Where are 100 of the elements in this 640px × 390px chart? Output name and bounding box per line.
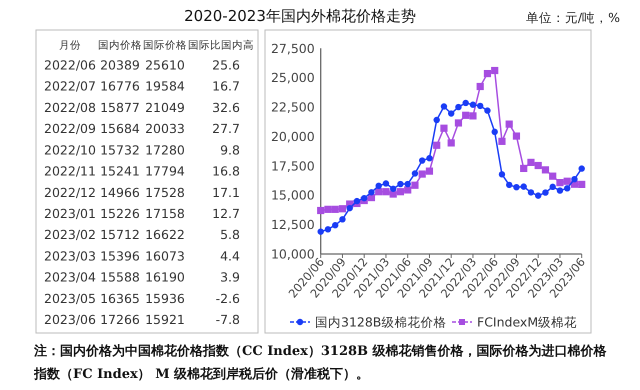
data-label: 17.1 — [212, 184, 240, 200]
data-label: 17528 — [145, 184, 185, 200]
data-label: 4.4 — [220, 248, 240, 264]
point — [426, 155, 433, 162]
point — [491, 66, 498, 74]
data-label: 20033 — [145, 121, 185, 136]
text: 国内价格 — [98, 38, 142, 52]
text: 单位：元/吨，% — [526, 10, 620, 25]
point — [506, 182, 512, 188]
point — [549, 172, 556, 180]
y-tick-label: 22,500 — [270, 100, 315, 115]
data-label: 3.9 — [220, 270, 240, 285]
data-label: 15936 — [145, 290, 185, 306]
data-label: 14966 — [100, 184, 140, 200]
point — [492, 128, 498, 136]
category-label: 2022/11 — [44, 164, 96, 179]
point — [528, 189, 534, 196]
data-label: 5.8 — [220, 227, 240, 242]
point — [404, 180, 411, 188]
point — [419, 157, 426, 164]
point — [448, 110, 454, 117]
point — [534, 162, 542, 170]
data-label: 17158 — [145, 206, 185, 221]
point — [404, 186, 412, 194]
point — [470, 102, 476, 108]
point — [535, 192, 542, 199]
point — [484, 70, 492, 78]
point — [361, 194, 368, 202]
data-label: 15241 — [100, 164, 140, 179]
category-label: 2023/02 — [44, 227, 96, 242]
data-label: -2.6 — [216, 290, 240, 306]
point — [397, 180, 404, 188]
point — [390, 186, 396, 192]
text: 国际价格 — [143, 39, 187, 52]
data-label: 17266 — [100, 312, 140, 328]
point — [324, 206, 332, 213]
category-label: 2022/10 — [44, 142, 96, 158]
point — [550, 184, 556, 190]
data-label: 25610 — [145, 57, 185, 72]
point — [332, 206, 339, 213]
point — [396, 188, 404, 196]
point — [498, 138, 506, 145]
point — [564, 178, 571, 185]
point — [542, 166, 550, 174]
data-label: 19584 — [145, 78, 185, 94]
point — [469, 112, 477, 120]
y-tick-label: 27,500 — [270, 40, 315, 56]
point — [382, 180, 390, 187]
point — [318, 228, 324, 235]
point — [484, 107, 491, 114]
point — [578, 180, 586, 188]
point — [476, 82, 484, 90]
point — [433, 142, 440, 149]
category-label: 2022/09 — [44, 121, 96, 136]
point — [418, 170, 426, 178]
text: 2020-2023年国内外棉花价格走势 — [184, 7, 416, 25]
point — [564, 185, 570, 192]
point — [390, 190, 397, 198]
data-label: 16622 — [145, 227, 185, 242]
data-label: 17794 — [145, 164, 185, 179]
point — [434, 116, 440, 124]
y-tick-label: 20,000 — [270, 128, 315, 144]
point — [454, 119, 462, 127]
text: 国际比国内高 — [188, 38, 254, 52]
legend-label: 国内3128B级棉花价格 — [315, 314, 446, 330]
point — [317, 206, 324, 214]
data-label: 27.7 — [212, 121, 240, 136]
category-label: 2023/04 — [44, 270, 96, 285]
point — [448, 139, 455, 147]
data-label: -7.8 — [216, 312, 240, 328]
data-label: 16365 — [100, 290, 140, 306]
point — [556, 187, 564, 194]
category-label: 2023/06 — [44, 312, 96, 328]
y-tick-label: 17,500 — [270, 158, 315, 174]
data-label: 15226 — [100, 206, 140, 221]
point — [382, 188, 390, 196]
legend-label: FCIndexM级棉花 — [477, 314, 578, 330]
data-label: 15921 — [145, 312, 185, 328]
point — [513, 184, 520, 190]
point — [520, 164, 528, 172]
data-label: 16.8 — [212, 164, 240, 179]
data-label: 21049 — [145, 100, 185, 115]
data-label: 32.6 — [212, 100, 240, 115]
category-label: 2022/07 — [44, 78, 96, 94]
point — [412, 170, 418, 177]
point — [498, 171, 506, 178]
data-label: 15732 — [100, 142, 140, 158]
point — [542, 189, 549, 196]
data-label: 15877 — [100, 100, 140, 115]
category-label: 2023/05 — [44, 290, 96, 306]
data-label: 16073 — [145, 248, 185, 264]
point — [462, 112, 470, 119]
point — [338, 205, 346, 212]
y-tick-label: 15,000 — [270, 188, 315, 203]
data-label: 25.6 — [212, 57, 240, 72]
point — [527, 158, 535, 166]
data-label: 9.8 — [220, 142, 240, 158]
point — [346, 204, 353, 212]
point — [512, 132, 520, 140]
point — [375, 188, 382, 196]
